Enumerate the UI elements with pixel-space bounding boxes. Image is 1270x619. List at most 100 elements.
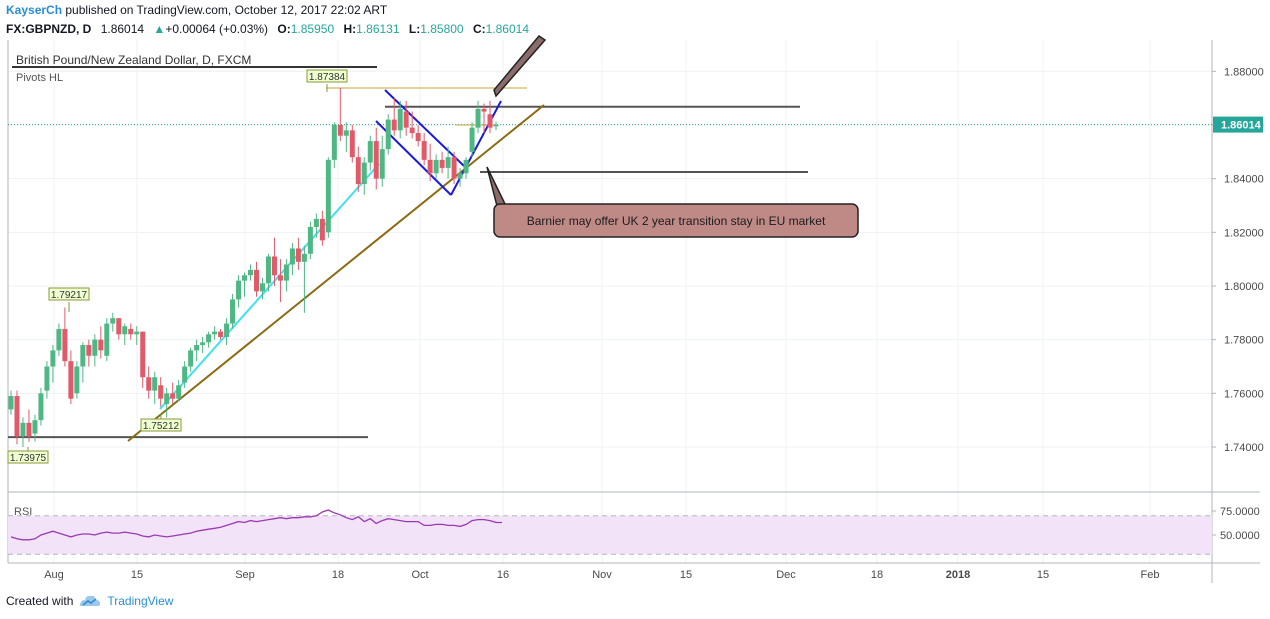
candle-body — [325, 159, 331, 233]
footer: Created with TradingView — [6, 594, 173, 608]
candle-body — [242, 275, 248, 281]
candle-body — [469, 127, 475, 152]
candle — [337, 87, 343, 142]
candle — [397, 100, 403, 139]
candle-body — [230, 299, 236, 324]
candle-body — [146, 377, 152, 391]
candle-body — [295, 248, 301, 262]
published-line: KayserCh published on TradingView.com, O… — [6, 3, 387, 17]
pivot-label-low-2-box — [7, 450, 49, 464]
candle-body — [463, 159, 469, 174]
candle-body — [349, 130, 355, 158]
candle — [361, 157, 367, 195]
candle-body — [487, 114, 493, 128]
candle — [493, 121, 499, 131]
candle — [164, 387, 170, 418]
candle-body — [200, 342, 206, 346]
rsi-band — [8, 515, 1212, 555]
candle-body — [361, 162, 367, 185]
candle — [475, 100, 481, 134]
candle — [38, 387, 44, 426]
candle-body — [248, 269, 254, 276]
y-tick-label: 1.80000 — [1224, 281, 1264, 293]
candle-body — [50, 350, 56, 367]
candle — [481, 103, 487, 134]
candle — [301, 245, 307, 313]
candle — [152, 371, 158, 405]
candle — [44, 361, 50, 399]
callout-arrow-up — [493, 35, 547, 98]
candle — [128, 323, 134, 340]
candle-body — [457, 173, 463, 179]
published-text: published on TradingView.com, October 12… — [65, 3, 388, 17]
candle-body — [224, 323, 230, 337]
tradingview-link[interactable]: TradingView — [107, 594, 174, 608]
candle-body — [110, 318, 116, 324]
candle — [158, 377, 164, 407]
candle — [367, 135, 373, 171]
x-tick-label: 15 — [1037, 569, 1049, 581]
candle-body — [116, 318, 122, 335]
candle — [140, 331, 146, 388]
candle — [56, 323, 62, 356]
pivot-label-low-box — [140, 418, 182, 432]
candle-body — [44, 366, 50, 391]
author-link[interactable]: KayserCh — [6, 3, 63, 17]
candle — [50, 345, 56, 383]
x-tick-label: Nov — [592, 569, 612, 581]
candle-body — [391, 119, 397, 131]
candle-body — [289, 248, 295, 265]
candle — [391, 98, 397, 136]
candle-body — [14, 396, 20, 437]
candle — [200, 336, 206, 354]
last-price-label: 1.86014 — [1221, 120, 1262, 132]
candle-body — [80, 345, 86, 367]
candle-body — [373, 141, 379, 179]
candle-body — [403, 111, 409, 128]
candle — [289, 243, 295, 276]
candle — [271, 237, 277, 286]
candle-body — [313, 218, 319, 227]
candle — [236, 275, 242, 308]
last-price-tag — [1213, 116, 1263, 133]
candle — [355, 146, 361, 193]
close-field: C:1.86014 — [472, 22, 530, 36]
candle-body — [283, 264, 289, 281]
callout-box — [493, 203, 859, 238]
candle-body — [421, 141, 427, 160]
candle-body — [337, 124, 343, 136]
candle-body — [92, 339, 98, 356]
candle-body — [379, 149, 385, 179]
x-tick-label: Sep — [235, 569, 255, 581]
candle — [206, 331, 212, 348]
candle — [14, 390, 20, 445]
indicator-name: Pivots HL — [16, 72, 63, 84]
candle-body — [86, 345, 92, 356]
candle — [409, 111, 415, 139]
candle — [469, 122, 475, 158]
candle-body — [355, 157, 361, 185]
candle-body — [62, 328, 68, 362]
symbol-label: FX:GBPNZD, D — [6, 22, 92, 36]
candle-body — [415, 133, 421, 142]
candle — [170, 382, 176, 405]
candle-body — [194, 345, 200, 351]
candle-body — [259, 283, 265, 292]
candle — [457, 167, 463, 187]
ohlc-line: FX:GBPNZD, D 1.86014 ▲+0.00064 (+0.03%) … — [6, 22, 529, 36]
pivot-label-high: 1.87384 — [309, 72, 346, 83]
candle — [283, 259, 289, 292]
candle-body — [451, 157, 457, 179]
candle — [253, 261, 259, 297]
callout-text: Barnier may offer UK 2 year transition s… — [527, 214, 826, 228]
candle-body — [128, 328, 134, 335]
candle — [379, 135, 385, 187]
x-tick-label: 15 — [680, 569, 692, 581]
candle — [242, 272, 248, 297]
candle — [403, 100, 409, 136]
candle-body — [182, 366, 188, 383]
candle-body — [319, 218, 325, 241]
candle — [295, 237, 301, 270]
candle — [62, 307, 68, 367]
